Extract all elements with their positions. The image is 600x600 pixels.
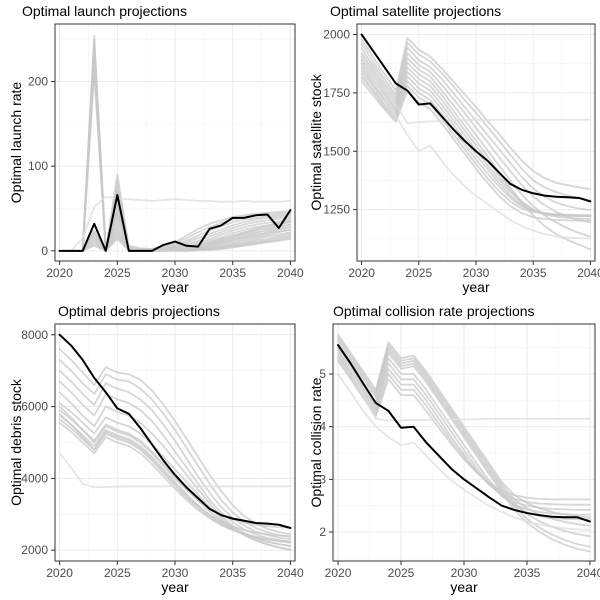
projection-series-line xyxy=(58,412,292,538)
projection-series-line xyxy=(58,405,292,529)
x-tick-label: 2030 xyxy=(463,266,490,280)
x-tick-label: 2035 xyxy=(520,266,547,280)
x-tick-label: 2040 xyxy=(577,266,600,280)
panel-title: Optimal launch projections xyxy=(22,3,187,19)
projection-series-line xyxy=(58,228,292,252)
optimal-series-line xyxy=(58,193,292,252)
y-tick-label: 1250 xyxy=(323,203,350,217)
projection-series-line xyxy=(58,409,292,552)
projection-series-line xyxy=(360,40,592,125)
x-tick-label: 2020 xyxy=(348,266,375,280)
x-tick-label: 2030 xyxy=(451,566,478,580)
x-tick-label: 2025 xyxy=(405,266,432,280)
x-tick-label: 2040 xyxy=(277,266,304,280)
y-tick-label: 3 xyxy=(319,472,326,486)
x-axis-label: year xyxy=(161,279,189,295)
x-tick-label: 2025 xyxy=(388,566,415,580)
y-axis-label: Optimal launch rate xyxy=(8,82,24,204)
y-axis-label: Optimal collision rate xyxy=(308,377,324,507)
x-tick-label: 2020 xyxy=(325,566,352,580)
projection-series-line xyxy=(58,414,292,548)
y-tick-label: 100 xyxy=(28,159,48,173)
x-tick-label: 2025 xyxy=(104,266,131,280)
x-tick-label: 2035 xyxy=(219,266,246,280)
x-tick-label: 2040 xyxy=(277,566,304,580)
y-tick-label: 1750 xyxy=(323,86,350,100)
projection-series-line xyxy=(360,37,592,190)
y-tick-label: 5 xyxy=(319,367,326,381)
y-tick-label: 8000 xyxy=(21,328,48,342)
projection-series-line xyxy=(337,359,591,501)
projection-series-line xyxy=(337,346,591,553)
optimal-series-line xyxy=(58,333,292,529)
projection-series-line xyxy=(58,452,292,489)
y-tick-label: 200 xyxy=(28,75,48,89)
panel-title: Optimal debris projections xyxy=(58,303,220,319)
chart-panel-3: 2020 2025 2030 2035 2040 2000 4000 6000 8000 Opti… xyxy=(8,303,304,595)
chart-panel-1: 2020 2025 2030 2035 2040 0 100 200 Optimal launc… xyxy=(8,3,304,295)
panel-title: Optimal satellite projections xyxy=(330,3,501,19)
projection-series-line xyxy=(337,341,591,548)
y-tick-label: 2 xyxy=(319,525,326,539)
y-tick-label: 0 xyxy=(41,244,48,258)
x-tick-label: 2025 xyxy=(104,566,131,580)
y-axis-label: Optimal debris stock xyxy=(8,378,24,506)
x-tick-label: 2020 xyxy=(46,566,73,580)
x-axis-label: year xyxy=(462,279,490,295)
projection-series-line xyxy=(360,46,592,212)
optimal-series-line xyxy=(360,33,592,203)
optimal-series-line xyxy=(337,344,591,523)
projection-series-line xyxy=(337,352,591,516)
projection-series-line xyxy=(58,421,292,543)
y-tick-label: 2000 xyxy=(21,543,48,557)
x-tick-label: 2035 xyxy=(219,566,246,580)
x-axis-label: year xyxy=(161,579,189,595)
projection-series-line xyxy=(360,76,592,217)
projection-series-line xyxy=(337,341,591,422)
x-tick-label: 2040 xyxy=(577,566,600,580)
projection-series-line xyxy=(58,195,292,252)
x-tick-label: 2030 xyxy=(162,266,189,280)
projection-series-line xyxy=(360,54,592,240)
projection-series-line xyxy=(58,380,292,543)
y-axis-label: Optimal satellite stock xyxy=(308,73,324,210)
projection-series-line xyxy=(58,369,292,540)
projection-series-line xyxy=(337,357,591,506)
projection-series-line xyxy=(58,348,292,535)
panel-title: Optimal collision rate projections xyxy=(333,303,535,319)
y-tick-label: 1500 xyxy=(323,144,350,158)
x-tick-label: 2020 xyxy=(46,266,73,280)
x-tick-label: 2030 xyxy=(162,566,189,580)
y-tick-label: 6000 xyxy=(21,400,48,414)
series-group xyxy=(337,333,591,553)
x-axis-label: year xyxy=(450,579,478,595)
y-tick-label: 2000 xyxy=(323,28,350,42)
y-tick-label: 4 xyxy=(319,420,326,434)
projection-series-line xyxy=(337,354,591,511)
series-group xyxy=(58,34,292,252)
series-group xyxy=(360,33,592,251)
projection-series-line xyxy=(58,359,292,538)
chart-panel-2: 2020 2025 2030 2035 2040 1250 1500 1750 2000 Opti… xyxy=(308,3,600,295)
x-tick-label: 2035 xyxy=(514,566,541,580)
series-group xyxy=(58,333,292,552)
y-tick-label: 4000 xyxy=(21,471,48,485)
projection-series-line xyxy=(337,349,591,521)
projection-series-line xyxy=(337,373,591,531)
